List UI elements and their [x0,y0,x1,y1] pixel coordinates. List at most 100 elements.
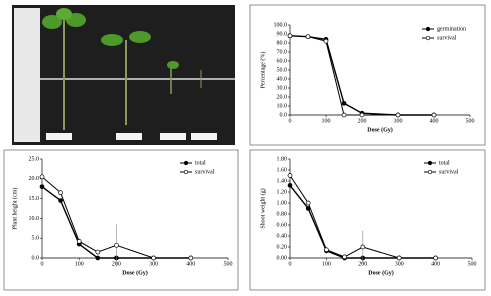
marker [287,33,293,39]
legend-marker [427,169,433,175]
x-tick-label: 200 [358,261,367,267]
y-tick-label: 70.0 [277,49,288,55]
y-axis-label: Plant height (cm) [11,188,18,230]
y-tick-label: 1.80 [277,156,288,162]
photo-label [116,133,142,140]
marker [431,112,437,118]
x-tick-label: 400 [430,118,439,124]
legend-label: survival [437,35,457,41]
marker [58,198,63,203]
marker [305,34,311,40]
marker [359,112,365,118]
x-tick-label: 400 [431,261,440,267]
legend-marker [183,160,189,166]
x-axis-label: Dose (Gy) [367,126,393,133]
y-tick-label: 0.40 [277,233,288,239]
marker [95,249,101,255]
legend-marker [425,35,431,41]
x-tick-label: 500 [468,261,477,267]
y-tick-label: 30.0 [277,85,288,91]
x-axis-label: Dose (Gy) [368,269,394,276]
y-tick-label: 0.20 [277,244,288,250]
x-tick-label: 0 [289,261,292,267]
marker [341,112,347,118]
y-tick-label: 20.0 [29,176,40,182]
y-tick-label: 80.0 [277,40,288,46]
ruler [14,8,40,142]
x-tick-label: 100 [322,261,331,267]
marker [341,100,347,106]
marker [151,255,156,261]
y-axis-label: Percentage (%) [259,52,266,89]
y-tick-label: 40.0 [277,76,288,82]
y-axis-label: Shoot weight (g) [259,188,266,228]
panel-frame [3,149,239,291]
x-tick-label: 0 [289,118,292,124]
marker [360,244,366,250]
marker [323,38,329,44]
series-line [289,35,434,116]
legend-marker [425,26,431,32]
marker [95,255,101,261]
marker [287,183,293,188]
marker [395,112,401,118]
leaf [56,8,72,20]
photo [12,5,235,145]
legend-label: total [195,160,206,166]
marker [287,173,293,178]
y-tick-label: 5.0 [32,236,40,242]
y-tick-label: 90.0 [277,31,288,37]
legend-label: survival [439,169,459,175]
x-tick-label: 300 [394,118,403,124]
marker [305,200,311,206]
x-tick-label: 200 [358,118,367,124]
legend-label: total [439,160,450,166]
y-tick-label: 60.0 [277,58,288,64]
marker [188,255,194,261]
y-tick-label: 10.0 [277,103,288,109]
y-tick-label: 0.0 [280,112,288,118]
x-tick-label: 100 [75,261,84,267]
x-axis-label: Dose (Gy) [122,269,148,276]
leaf [167,61,179,69]
y-tick-label: 25.0 [29,156,40,162]
x-tick-label: 300 [395,261,404,267]
y-tick-label: 15.0 [29,196,40,202]
marker [396,255,402,261]
series-line [289,35,434,116]
x-tick-label: 400 [186,261,195,267]
leaf [101,34,123,46]
marker [114,242,119,248]
photo-label [46,133,72,140]
y-tick-label: 20.0 [277,94,288,100]
marker [342,254,347,260]
x-tick-label: 500 [224,261,233,267]
panel-frame [249,4,486,146]
leaf [129,31,151,43]
legend-marker [427,160,433,166]
y-tick-label: 1.00 [277,200,288,206]
y-tick-label: 50.0 [277,67,288,73]
marker [433,255,438,261]
x-tick-label: 300 [149,261,158,267]
y-tick-label: 1.40 [277,178,288,184]
marker [39,184,45,190]
y-tick-label: 100.0 [274,22,288,28]
x-tick-label: 500 [466,118,475,124]
legend-label: survival [195,169,215,175]
y-tick-label: 10.0 [29,216,40,222]
photo-label [160,133,186,140]
y-tick-label: 1.60 [277,167,288,173]
x-tick-label: 0 [41,261,44,267]
x-tick-label: 100 [322,118,331,124]
marker [324,247,329,253]
y-tick-label: 1.20 [277,189,288,195]
marker [76,239,82,244]
y-tick-label: 0.60 [277,222,288,228]
y-tick-label: 0.0 [32,255,40,261]
photo-label [191,133,217,140]
y-tick-label: 0.00 [277,255,288,261]
leaf [42,15,62,29]
legend-label: germination [437,26,466,32]
